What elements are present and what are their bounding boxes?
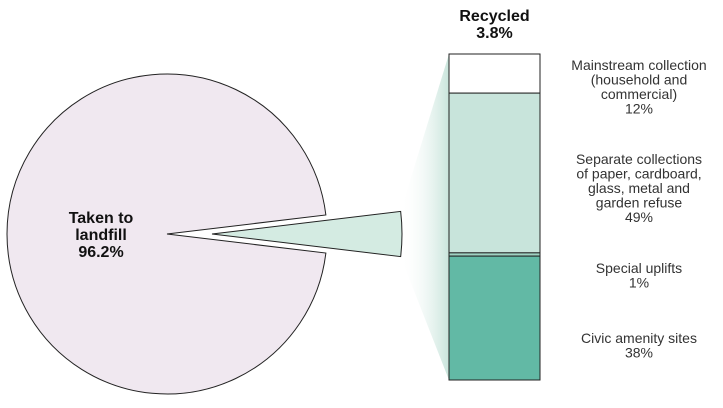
segment-label-separate-line-1: Separate collections (576, 151, 702, 167)
pie-label-landfill-line-1: Taken to (69, 210, 134, 227)
segment-label-mainstream-line-4: 12% (625, 101, 653, 117)
segment-label-mainstream-line-3: commercial) (601, 86, 677, 102)
segment-label-civic-line-1: Civic amenity sites (581, 330, 697, 346)
segment-label-mainstream-line-2: (household and (591, 72, 688, 88)
segment-label-separate-line-2: of paper, cardboard, (576, 166, 701, 182)
pie-label-landfill-line-2: landfill (75, 227, 127, 244)
segment-label-separate-line-5: 49% (625, 209, 653, 225)
segment-label-separate-line-4: garden refuse (596, 195, 683, 211)
pie-slice-recycled (211, 210, 403, 258)
segment-label-special-line-1: Special uplifts (596, 260, 682, 276)
segment-label-mainstream-line-1: Mainstream collection (571, 57, 706, 73)
segment-label-separate-line-3: glass, metal and (588, 180, 690, 196)
segment-label-special-line-2: 1% (629, 275, 649, 291)
segment-label-civic-line-2: 38% (625, 345, 653, 361)
pie-slice-landfill (6, 73, 327, 395)
bar-segment-mainstream (448, 53, 541, 94)
breakdown-title-line-1: Recycled (459, 8, 529, 25)
bar-segment-civic (448, 255, 541, 381)
pie-label-landfill-line-3: 96.2% (78, 244, 123, 261)
bar-segment-separate (448, 92, 541, 254)
breakdown-connector-fan (400, 54, 449, 380)
breakdown-title-line-2: 3.8% (476, 25, 512, 42)
